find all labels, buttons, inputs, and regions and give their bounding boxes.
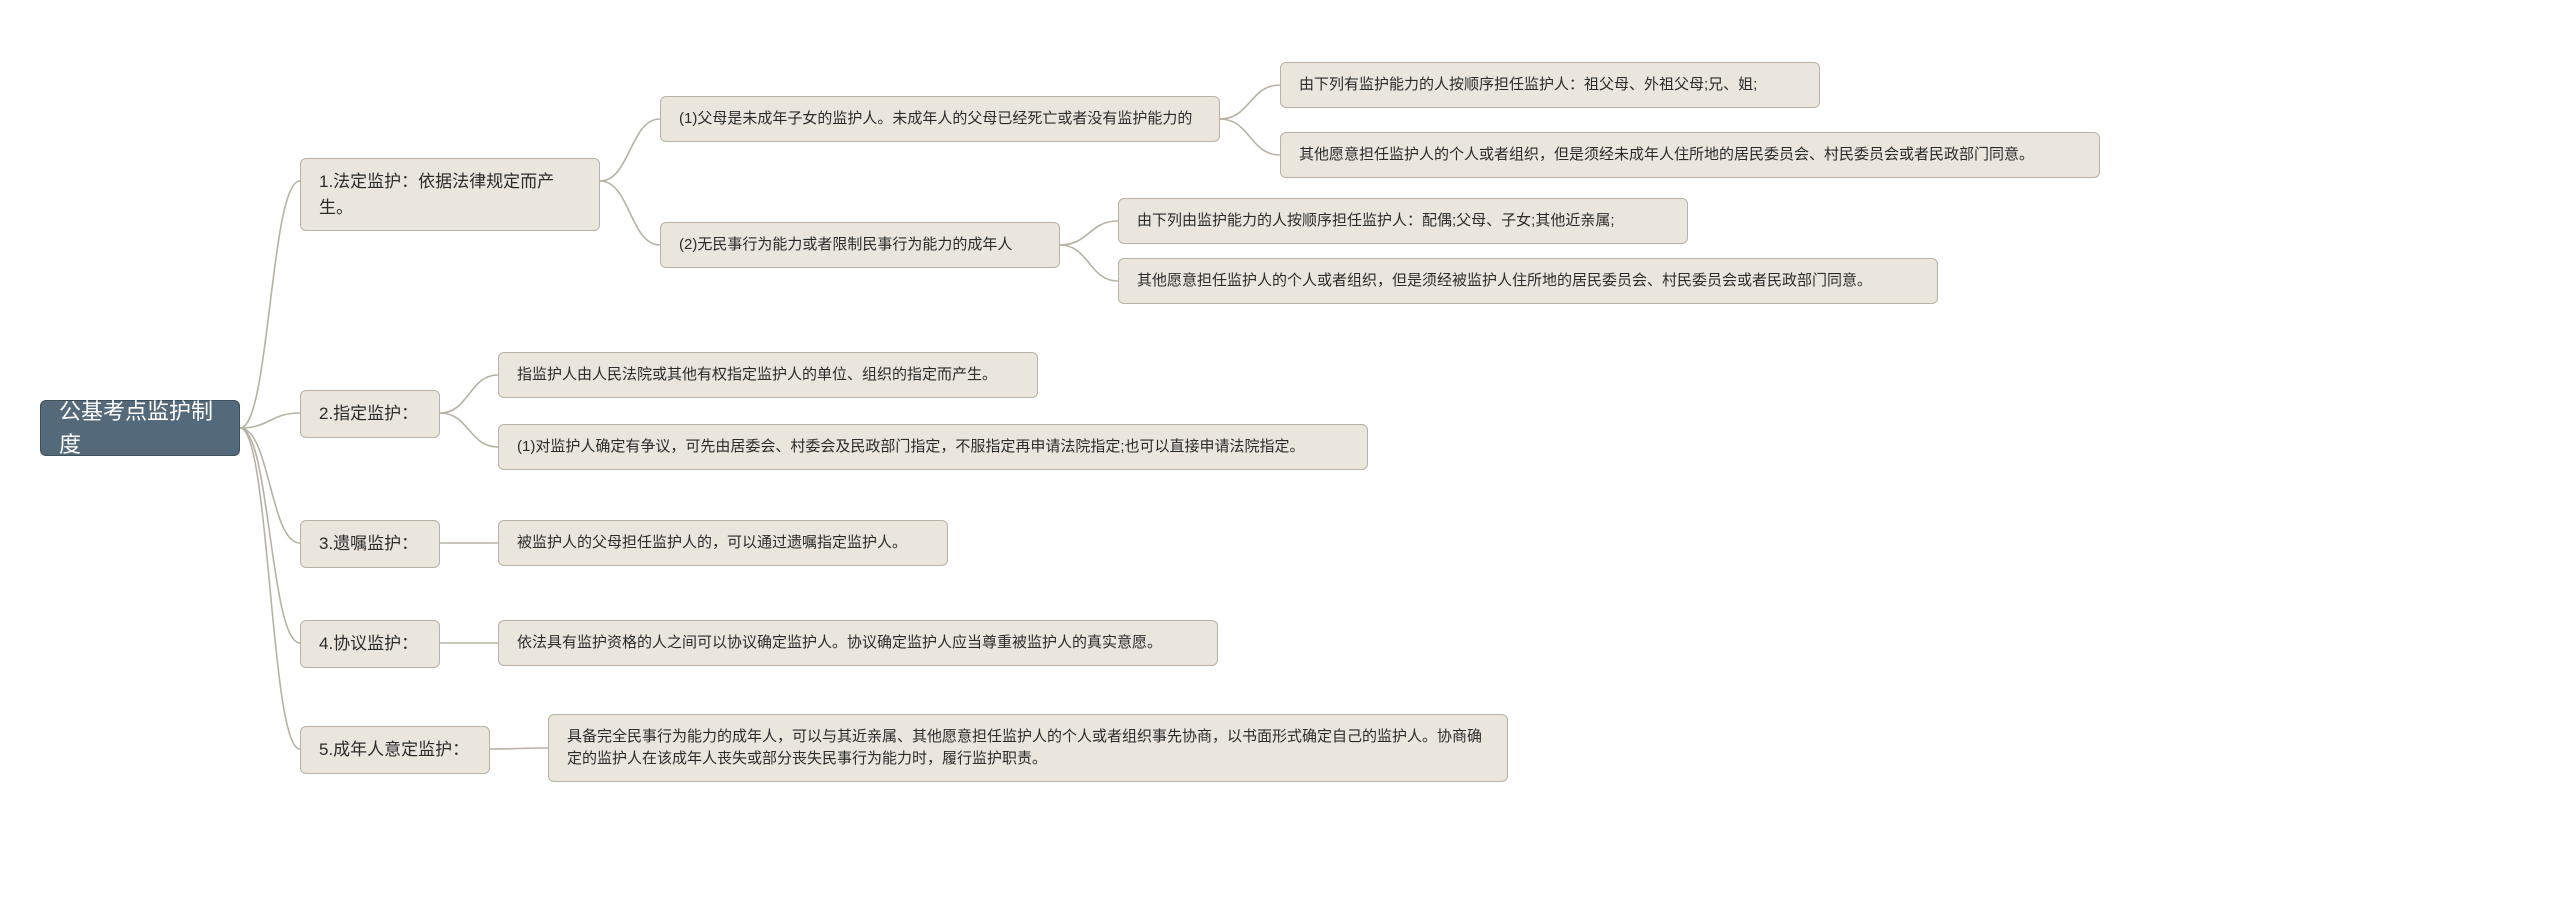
branch-node[interactable]: 3.遗嘱监护： [300, 520, 440, 568]
leaf-node[interactable]: 被监护人的父母担任监护人的，可以通过遗嘱指定监护人。 [498, 520, 948, 566]
leaf-label: (1)父母是未成年子女的监护人。未成年人的父母已经死亡或者没有监护能力的 [679, 108, 1192, 131]
leaf-label: (1)对监护人确定有争议，可先由居委会、村委会及民政部门指定，不服指定再申请法院… [517, 436, 1305, 459]
leaf-node[interactable]: 指监护人由人民法院或其他有权指定监护人的单位、组织的指定而产生。 [498, 352, 1038, 398]
mindmap-canvas: 公基考点监护制度 1.法定监护：依据法律规定而产生。 (1)父母是未成年子女的监护… [0, 0, 2560, 902]
leaf-node[interactable]: (2)无民事行为能力或者限制民事行为能力的成年人 [660, 222, 1060, 268]
leaf-node[interactable]: 由下列有监护能力的人按顺序担任监护人：祖父母、外祖父母;兄、姐; [1280, 62, 1820, 108]
leaf-node[interactable]: 其他愿意担任监护人的个人或者组织，但是须经未成年人住所地的居民委员会、村民委员会… [1280, 132, 2100, 178]
leaf-node[interactable]: 由下列由监护能力的人按顺序担任监护人：配偶;父母、子女;其他近亲属; [1118, 198, 1688, 244]
root-label: 公基考点监护制度 [59, 395, 221, 461]
branch-label: 5.成年人意定监护： [319, 737, 469, 763]
branch-label: 2.指定监护： [319, 401, 418, 427]
leaf-node[interactable]: (1)对监护人确定有争议，可先由居委会、村委会及民政部门指定，不服指定再申请法院… [498, 424, 1368, 470]
branch-node[interactable]: 1.法定监护：依据法律规定而产生。 [300, 158, 600, 231]
leaf-label: 其他愿意担任监护人的个人或者组织，但是须经被监护人住所地的居民委员会、村民委员会… [1137, 270, 1872, 293]
root-node[interactable]: 公基考点监护制度 [40, 400, 240, 456]
branch-label: 1.法定监护：依据法律规定而产生。 [319, 169, 581, 220]
leaf-label: 由下列有监护能力的人按顺序担任监护人：祖父母、外祖父母;兄、姐; [1299, 74, 1757, 97]
leaf-node[interactable]: (1)父母是未成年子女的监护人。未成年人的父母已经死亡或者没有监护能力的 [660, 96, 1220, 142]
leaf-label: 被监护人的父母担任监护人的，可以通过遗嘱指定监护人。 [517, 532, 907, 555]
branch-node[interactable]: 2.指定监护： [300, 390, 440, 438]
leaf-node[interactable]: 具备完全民事行为能力的成年人，可以与其近亲属、其他愿意担任监护人的个人或者组织事… [548, 714, 1508, 782]
branch-label: 4.协议监护： [319, 631, 418, 657]
leaf-label: (2)无民事行为能力或者限制民事行为能力的成年人 [679, 234, 1012, 257]
leaf-label: 其他愿意担任监护人的个人或者组织，但是须经未成年人住所地的居民委员会、村民委员会… [1299, 144, 2034, 167]
leaf-label: 指监护人由人民法院或其他有权指定监护人的单位、组织的指定而产生。 [517, 364, 997, 387]
branch-label: 3.遗嘱监护： [319, 531, 418, 557]
leaf-node[interactable]: 其他愿意担任监护人的个人或者组织，但是须经被监护人住所地的居民委员会、村民委员会… [1118, 258, 1938, 304]
leaf-label: 依法具有监护资格的人之间可以协议确定监护人。协议确定监护人应当尊重被监护人的真实… [517, 632, 1162, 655]
leaf-label: 具备完全民事行为能力的成年人，可以与其近亲属、其他愿意担任监护人的个人或者组织事… [567, 726, 1489, 771]
branch-node[interactable]: 4.协议监护： [300, 620, 440, 668]
leaf-node[interactable]: 依法具有监护资格的人之间可以协议确定监护人。协议确定监护人应当尊重被监护人的真实… [498, 620, 1218, 666]
leaf-label: 由下列由监护能力的人按顺序担任监护人：配偶;父母、子女;其他近亲属; [1137, 210, 1615, 233]
branch-node[interactable]: 5.成年人意定监护： [300, 726, 490, 774]
